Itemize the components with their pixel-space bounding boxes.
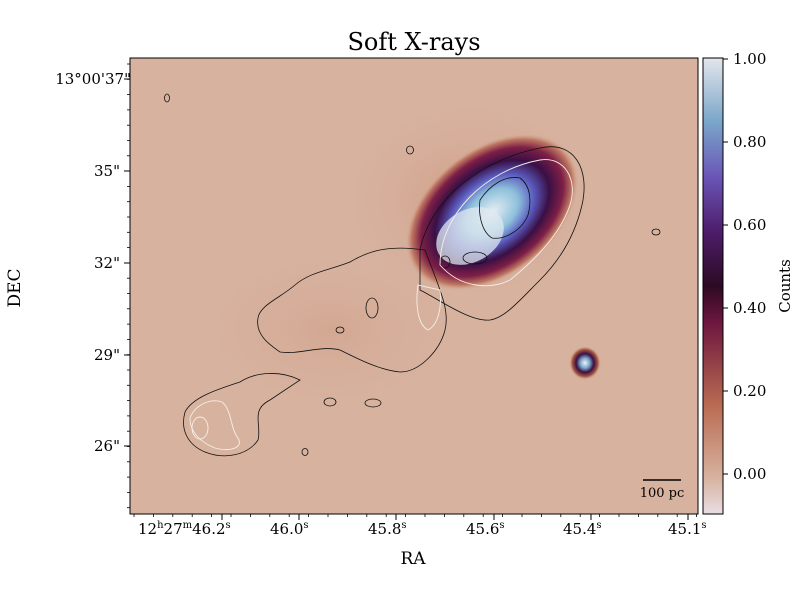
y-tick-label: 13°00'37" — [55, 70, 131, 88]
colorbar-tick-label: 0.20 — [733, 382, 766, 400]
x-tick-label: 45.4s — [563, 520, 602, 538]
plot-frame — [129, 57, 699, 515]
x-axis-ticks — [221, 514, 689, 520]
y-tick-labels: 13°00'37" 35" 32" 29" 26" — [55, 70, 131, 455]
colorbar-ticks — [723, 58, 728, 475]
colorbar-tick-label: 0.80 — [733, 133, 766, 151]
y-tick-label: 26" — [94, 437, 120, 455]
x-tick-label: 45.8s — [368, 520, 407, 538]
x-axis-label: RA — [400, 549, 426, 569]
x-tick-label-first: 12h27m46.2s — [138, 520, 231, 538]
colorbar-tick-label: 0.40 — [733, 299, 766, 317]
x-tick-label: 45.6s — [466, 520, 505, 538]
y-axis-label: DEC — [5, 268, 25, 307]
xray-core — [436, 207, 504, 265]
colorbar-tick-label: 0.00 — [733, 465, 766, 483]
scale-bar-label: 100 pc — [640, 486, 685, 501]
plot-title: Soft X-rays — [347, 28, 480, 56]
y-axis-minor-ticks — [127, 63, 130, 509]
x-tick-label: 46.0s — [270, 520, 309, 538]
y-tick-label: 32" — [94, 254, 120, 272]
x-tick-labels: 12h27m46.2s 46.0s 45.8s 45.6s 45.4s 45.1… — [138, 520, 707, 538]
x-axis-minor-ticks — [133, 514, 697, 517]
colorbar-tick-label: 0.60 — [733, 216, 766, 234]
y-tick-label: 35" — [94, 162, 120, 180]
y-tick-label: 29" — [94, 346, 120, 364]
secondary-xray-source — [569, 346, 601, 380]
radio-contours-black — [164, 93, 661, 457]
radio-contours-white — [189, 159, 573, 450]
colorbar-label: Counts — [776, 259, 794, 313]
colorbar-tick-label: 1.00 — [733, 50, 766, 68]
colorbar-tick-labels: 1.00 0.80 0.60 0.40 0.20 0.00 — [733, 50, 766, 483]
x-tick-label: 45.1s — [668, 520, 707, 538]
xray-image — [130, 58, 698, 514]
colorbar — [702, 57, 724, 515]
